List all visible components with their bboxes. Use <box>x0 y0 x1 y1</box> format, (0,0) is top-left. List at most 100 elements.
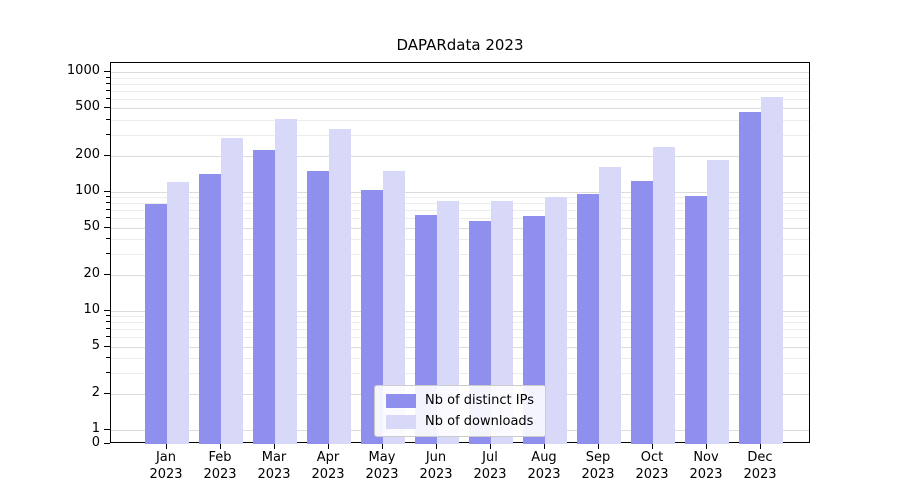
minor-gridline <box>111 83 809 85</box>
y-tick-mark <box>104 309 110 311</box>
y-minor-tick-mark <box>106 118 110 120</box>
y-tick-mark <box>104 154 110 156</box>
major-gridline <box>111 155 809 157</box>
bar-distinct-ips-sep <box>577 193 599 444</box>
major-gridline <box>111 108 809 110</box>
legend-label-distinct-ips: Nb of distinct IPs <box>425 393 534 408</box>
minor-gridline <box>111 239 809 241</box>
y-minor-tick-mark <box>106 133 110 135</box>
bar-distinct-ips-oct <box>631 181 653 444</box>
minor-gridline <box>111 358 809 360</box>
y-tick-label-500: 500 <box>75 99 100 115</box>
y-tick-label-1000: 1000 <box>66 63 100 79</box>
x-tick-label-may: May 2023 <box>365 450 399 482</box>
x-tick-label-jan: Jan 2023 <box>149 450 183 482</box>
y-tick-label-5: 5 <box>91 337 100 353</box>
y-tick-label-50: 50 <box>83 218 100 234</box>
bar-downloads-jun <box>437 200 459 444</box>
minor-gridline <box>111 77 809 79</box>
y-tick-mark <box>104 443 110 444</box>
y-minor-tick-mark <box>106 336 110 338</box>
major-gridline <box>111 310 809 312</box>
x-tick-label-aug: Aug 2023 <box>527 450 561 482</box>
bar-downloads-sep <box>599 167 621 444</box>
x-tick-mark <box>652 444 653 449</box>
x-tick-mark <box>490 444 491 449</box>
minor-gridline <box>111 253 809 255</box>
y-minor-tick-mark <box>106 97 110 99</box>
y-minor-tick-mark <box>106 202 110 204</box>
x-tick-mark <box>328 444 329 449</box>
bar-distinct-ips-nov <box>685 195 707 444</box>
y-minor-tick-mark <box>106 89 110 91</box>
x-tick-mark <box>598 444 599 449</box>
plot-area: Nb of distinct IPs Nb of downloads <box>110 62 810 444</box>
legend-label-downloads: Nb of downloads <box>425 414 534 429</box>
x-tick-mark <box>220 444 221 449</box>
chart-title: DAPARdata 2023 <box>396 36 524 54</box>
legend-swatch-downloads <box>386 414 417 429</box>
bar-distinct-ips-apr <box>307 170 329 444</box>
y-minor-tick-mark <box>106 217 110 219</box>
bar-downloads-nov <box>707 159 729 444</box>
y-tick-mark <box>104 345 110 347</box>
major-gridline <box>111 191 809 193</box>
bar-distinct-ips-dec <box>739 111 761 444</box>
y-tick-label-200: 200 <box>75 146 100 162</box>
x-tick-mark <box>166 444 167 449</box>
y-minor-tick-mark <box>106 328 110 330</box>
major-gridline <box>111 227 809 229</box>
y-tick-mark <box>104 429 110 430</box>
legend-row-downloads: Nb of downloads <box>386 414 534 429</box>
y-tick-label-100: 100 <box>75 182 100 198</box>
y-tick-mark <box>104 71 110 73</box>
y-minor-tick-mark <box>106 209 110 211</box>
bar-downloads-aug <box>545 196 567 444</box>
y-tick-mark <box>104 190 110 192</box>
x-tick-label-apr: Apr 2023 <box>311 450 345 482</box>
x-tick-label-jul: Jul 2023 <box>473 450 507 482</box>
major-gridline <box>111 346 809 348</box>
y-tick-mark <box>104 273 110 275</box>
x-tick-mark <box>544 444 545 449</box>
bar-distinct-ips-feb <box>199 174 221 444</box>
bar-downloads-apr <box>329 129 351 444</box>
y-minor-tick-mark <box>106 238 110 240</box>
y-tick-label-10: 10 <box>83 301 100 317</box>
y-minor-tick-mark <box>106 196 110 198</box>
x-tick-label-feb: Feb 2023 <box>203 450 237 482</box>
minor-gridline <box>111 322 809 324</box>
y-tick-mark <box>104 107 110 109</box>
x-tick-label-mar: Mar 2023 <box>257 450 291 482</box>
bar-downloads-mar <box>275 118 297 444</box>
minor-gridline <box>111 90 809 92</box>
minor-gridline <box>111 119 809 121</box>
bar-distinct-ips-jan <box>145 204 167 444</box>
y-tick-mark <box>104 226 110 228</box>
x-tick-mark <box>274 444 275 449</box>
x-tick-mark <box>706 444 707 449</box>
bar-distinct-ips-may <box>361 190 383 444</box>
y-minor-tick-mark <box>106 372 110 374</box>
minor-gridline <box>111 98 809 100</box>
bar-downloads-feb <box>221 138 243 444</box>
legend-row-distinct-ips: Nb of distinct IPs <box>386 393 534 408</box>
minor-gridline <box>111 203 809 205</box>
minor-gridline <box>111 197 809 199</box>
y-minor-tick-mark <box>106 252 110 254</box>
bar-downloads-jan <box>167 182 189 444</box>
bar-downloads-oct <box>653 146 675 444</box>
x-tick-label-oct: Oct 2023 <box>635 450 669 482</box>
y-minor-tick-mark <box>106 76 110 78</box>
minor-gridline <box>111 337 809 339</box>
y-tick-label-0: 0 <box>91 435 100 450</box>
x-tick-label-dec: Dec 2023 <box>743 450 777 482</box>
minor-gridline <box>111 316 809 318</box>
y-minor-tick-mark <box>106 315 110 317</box>
y-tick-mark <box>104 393 110 395</box>
minor-gridline <box>111 210 809 212</box>
bar-distinct-ips-mar <box>253 149 275 444</box>
bar-downloads-dec <box>761 96 783 444</box>
legend: Nb of distinct IPs Nb of downloads <box>374 385 546 437</box>
